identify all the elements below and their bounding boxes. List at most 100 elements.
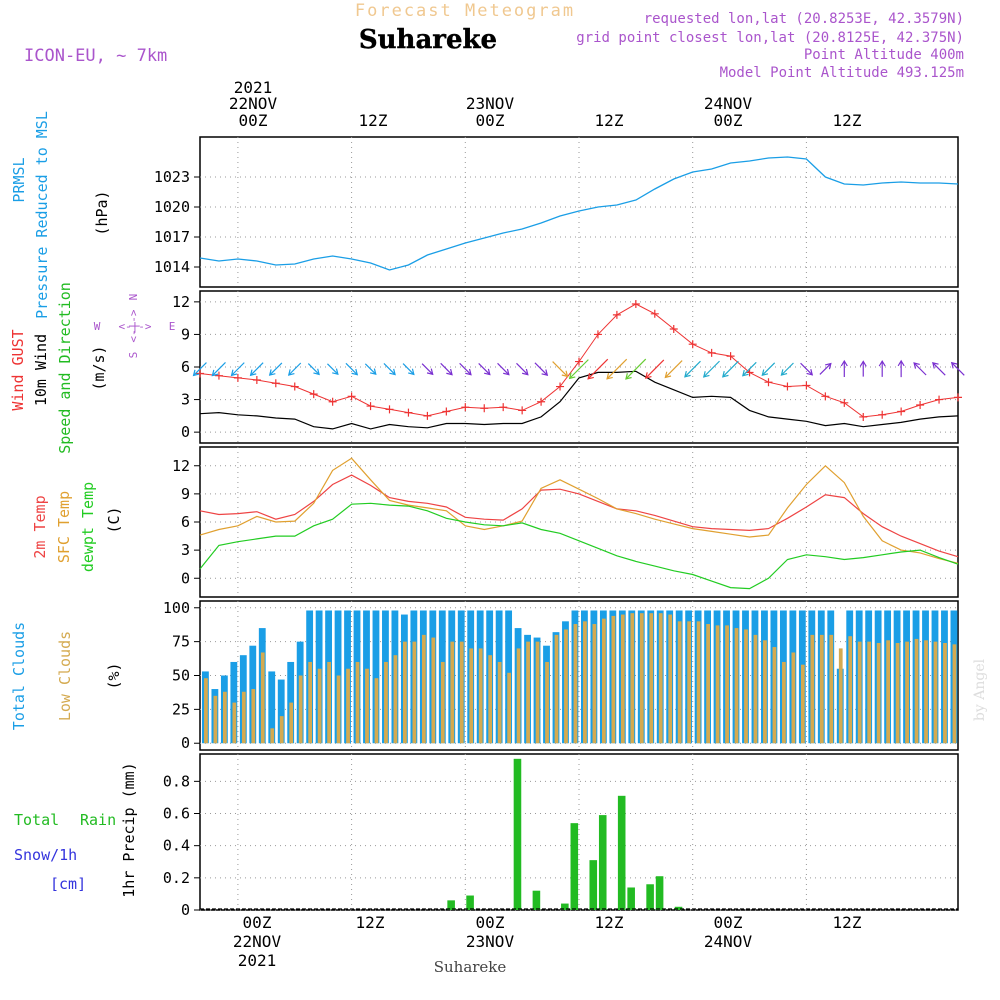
y-tick-label: 3 <box>181 391 190 409</box>
y-tick-label: 1014 <box>154 258 190 276</box>
wind-gust-marker <box>593 330 602 339</box>
arrow-head <box>287 369 295 376</box>
total-cloud-bar <box>372 610 380 744</box>
low-cloud-bar <box>459 641 464 744</box>
wind-gust-marker <box>897 407 906 416</box>
arrow-shaft <box>587 358 609 380</box>
wind-direction-arrow <box>684 360 701 378</box>
wind-direction-arrow <box>383 363 396 376</box>
low-cloud-bar <box>687 621 692 744</box>
low-cloud-bar <box>772 647 777 744</box>
wind-direction-arrow <box>702 360 720 378</box>
arrow-shaft <box>606 358 628 380</box>
wind-gust-marker <box>366 402 375 411</box>
low-cloud-bar <box>374 678 379 744</box>
low-cloud-bar <box>914 638 919 744</box>
arrow-shaft <box>327 363 339 375</box>
wind-direction-label: Speed and Direction <box>56 282 74 454</box>
low-cloud-bar <box>554 634 559 744</box>
low-cloud-bar <box>279 716 284 744</box>
wind-direction-arrow <box>721 360 739 378</box>
low-cloud-bar <box>535 641 540 744</box>
wind-gust-marker <box>518 406 527 415</box>
arrow-head <box>484 368 491 376</box>
rain-bar <box>570 823 579 910</box>
y-tick-label: 1020 <box>154 198 190 216</box>
wind-gust-marker <box>271 379 280 388</box>
arrow-shaft <box>497 362 510 376</box>
wind-direction-arrow <box>287 362 302 376</box>
top-tick-label: 22NOV <box>229 94 278 113</box>
low-cloud-bar <box>260 652 265 744</box>
low-cloud-bar <box>289 702 294 744</box>
wind-gust-marker <box>612 310 621 319</box>
wind-gust-marker <box>821 392 830 401</box>
rain-bar <box>466 895 474 910</box>
arrow-shaft <box>913 362 927 376</box>
low-cloud-bar <box>308 661 313 744</box>
arrow-shaft <box>211 362 226 376</box>
wind-gust-marker <box>196 369 204 378</box>
low-cloud-bar <box>715 625 720 744</box>
grid-coords: grid point closest lon,lat (20.8125E, 42… <box>576 30 964 46</box>
panel-1: 1014 1017 1020 1023 <box>154 136 959 288</box>
wind-direction-arrow <box>587 358 609 380</box>
arrow-head <box>426 368 434 376</box>
wind-direction-arrow <box>497 362 510 376</box>
arrow-head <box>761 369 769 377</box>
arrow-head <box>625 373 632 380</box>
low-cloud-bar <box>213 695 218 744</box>
low-cloud-bar <box>620 614 625 744</box>
low-cloud-bar <box>507 672 511 744</box>
arrow-head <box>541 369 549 377</box>
wind-gust-marker <box>707 348 716 357</box>
arrow-shaft <box>516 362 529 376</box>
compass-arrows-we: <-|-> <box>118 320 151 333</box>
top-tick-label: 00Z <box>476 111 505 130</box>
rain-bar <box>655 876 664 910</box>
low-cloud-bar <box>895 642 900 744</box>
rain-bar <box>646 884 654 910</box>
wind-direction-arrow <box>840 359 848 377</box>
rain-bar <box>589 860 598 910</box>
compass-e: E <box>169 320 176 333</box>
arrow-shaft <box>345 362 358 376</box>
pressure-line <box>199 156 959 271</box>
wind-gust-marker <box>537 397 546 406</box>
pressure-label: PRMSL <box>10 157 28 202</box>
low-cloud-bar <box>222 691 227 744</box>
low-cloud-bar <box>412 641 417 744</box>
chart-title: Suhareke <box>359 25 497 55</box>
low-cloud-bar <box>298 675 303 744</box>
wind-gust-marker <box>499 403 508 412</box>
low-cloud-bar <box>848 636 853 744</box>
wind-gust-marker <box>631 300 640 309</box>
arrow-shaft <box>478 363 491 375</box>
bottom-tick-label: 23NOV <box>466 932 515 951</box>
low-cloud-bar <box>668 614 673 744</box>
wind-gust-marker <box>859 412 868 421</box>
wind-direction-arrow <box>534 362 549 377</box>
wind-speed-line <box>199 370 959 430</box>
low-cloud-bar <box>876 642 881 744</box>
low-cloud-bar <box>867 641 872 744</box>
pressure-label: Pressure Reduced to MSL <box>33 111 51 319</box>
low-cloud-bar <box>450 641 455 744</box>
bottom-tick-label: 00Z <box>476 913 505 932</box>
low-cloud-bar <box>592 624 597 744</box>
y-tick-label: 1023 <box>154 168 190 186</box>
low-cloud-bar <box>526 641 530 744</box>
temp-unit: (C) <box>105 506 123 533</box>
low-cloud-bar <box>886 640 890 744</box>
arrow-head <box>389 368 396 376</box>
arrow-shaft <box>193 362 207 376</box>
low-cloud-bar <box>346 668 350 744</box>
y-tick-label: 6 <box>181 513 190 531</box>
arrow-shaft <box>932 362 946 376</box>
low-cloud-bar <box>658 613 663 744</box>
arrow-shaft <box>440 362 453 376</box>
top-tick-label: 23NOV <box>466 94 515 113</box>
low-cloud-bar <box>782 661 786 744</box>
bottom-tick-label: 00Z <box>243 913 272 932</box>
low-cloud-bar <box>924 640 928 744</box>
